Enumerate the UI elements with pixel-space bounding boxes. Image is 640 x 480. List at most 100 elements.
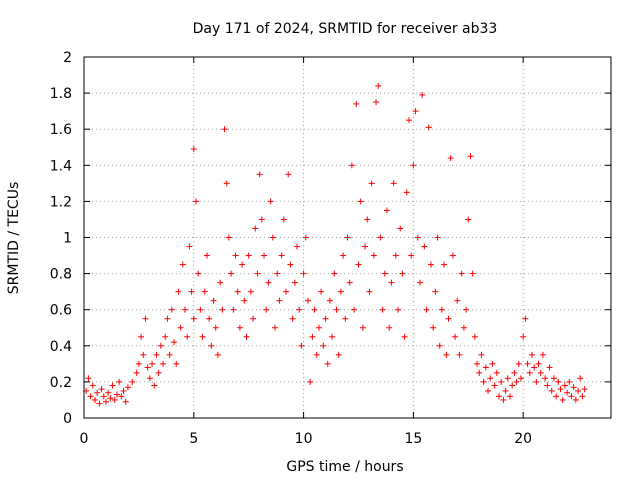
y-tick-label: 0.2 xyxy=(50,375,72,391)
data-point xyxy=(434,234,441,241)
data-point xyxy=(421,243,428,250)
data-point xyxy=(384,207,391,214)
data-point xyxy=(509,382,516,389)
grid xyxy=(84,57,611,418)
data-point xyxy=(531,364,538,371)
data-point xyxy=(153,351,160,358)
data-point xyxy=(116,378,123,385)
data-point xyxy=(230,306,237,313)
data-point xyxy=(373,99,380,106)
y-axis-label: SRMTID / TECUs xyxy=(6,182,22,295)
data-point xyxy=(423,306,430,313)
data-point xyxy=(138,333,145,340)
data-point xyxy=(401,333,408,340)
data-point xyxy=(498,378,505,385)
data-point xyxy=(528,351,535,358)
data-point xyxy=(539,351,546,358)
data-point xyxy=(212,324,219,331)
data-point xyxy=(524,360,531,367)
data-point xyxy=(234,288,241,295)
data-point xyxy=(454,297,461,304)
data-point xyxy=(452,333,459,340)
data-point xyxy=(149,360,156,367)
data-point xyxy=(225,234,232,241)
data-point xyxy=(206,315,213,322)
data-point xyxy=(258,216,265,223)
data-point xyxy=(124,384,131,391)
data-point xyxy=(171,339,178,346)
data-point xyxy=(256,171,263,178)
data-point xyxy=(87,393,94,400)
data-point xyxy=(381,270,388,277)
data-point xyxy=(542,375,549,382)
data-point xyxy=(544,382,551,389)
data-point xyxy=(304,297,311,304)
data-point xyxy=(261,252,268,259)
data-point xyxy=(572,396,579,403)
data-point xyxy=(144,364,151,371)
data-point xyxy=(289,315,296,322)
data-point xyxy=(386,324,393,331)
data-point xyxy=(570,384,577,391)
y-tick-label: 1 xyxy=(63,231,72,247)
data-point xyxy=(96,400,103,407)
data-point xyxy=(320,342,327,349)
data-point xyxy=(129,378,136,385)
data-point xyxy=(239,261,246,268)
data-point xyxy=(263,306,270,313)
data-point xyxy=(245,252,252,259)
data-point xyxy=(364,216,371,223)
data-point xyxy=(390,180,397,187)
data-point xyxy=(405,117,412,124)
data-point xyxy=(340,252,347,259)
data-point xyxy=(195,270,202,277)
data-point xyxy=(318,288,325,295)
data-point xyxy=(579,393,586,400)
y-tick-label: 1.8 xyxy=(50,86,72,102)
data-point xyxy=(210,297,217,304)
data-point xyxy=(502,387,509,394)
data-point xyxy=(192,198,199,205)
data-point xyxy=(175,288,182,295)
y-tick-label: 1.4 xyxy=(50,158,72,174)
data-point xyxy=(460,324,467,331)
data-point xyxy=(577,375,584,382)
data-point xyxy=(449,252,456,259)
data-point xyxy=(223,180,230,187)
data-point xyxy=(575,387,582,394)
data-point xyxy=(564,389,571,396)
data-point xyxy=(500,396,507,403)
data-point xyxy=(228,270,235,277)
data-point xyxy=(91,396,98,403)
data-point xyxy=(102,398,109,405)
data-point xyxy=(164,315,171,322)
data-point xyxy=(322,315,329,322)
y-tick-label: 2 xyxy=(63,50,72,66)
data-point xyxy=(465,216,472,223)
data-point xyxy=(247,288,254,295)
data-point xyxy=(427,261,434,268)
data-point xyxy=(307,378,314,385)
data-point xyxy=(105,389,112,396)
data-point xyxy=(214,351,221,358)
data-point xyxy=(274,270,281,277)
data-point xyxy=(441,261,448,268)
data-point xyxy=(445,315,452,322)
data-point xyxy=(157,342,164,349)
data-point xyxy=(346,279,353,286)
data-point xyxy=(408,252,415,259)
data-point xyxy=(162,333,169,340)
data-point xyxy=(533,378,540,385)
data-point xyxy=(333,306,340,313)
data-point xyxy=(107,395,114,402)
data-point xyxy=(142,315,149,322)
data-point xyxy=(517,375,524,382)
data-point xyxy=(491,382,498,389)
x-tick-label: 5 xyxy=(189,431,198,447)
data-point xyxy=(493,369,500,376)
data-point xyxy=(280,216,287,223)
data-point xyxy=(135,360,142,367)
data-point xyxy=(146,375,153,382)
data-point xyxy=(366,288,373,295)
